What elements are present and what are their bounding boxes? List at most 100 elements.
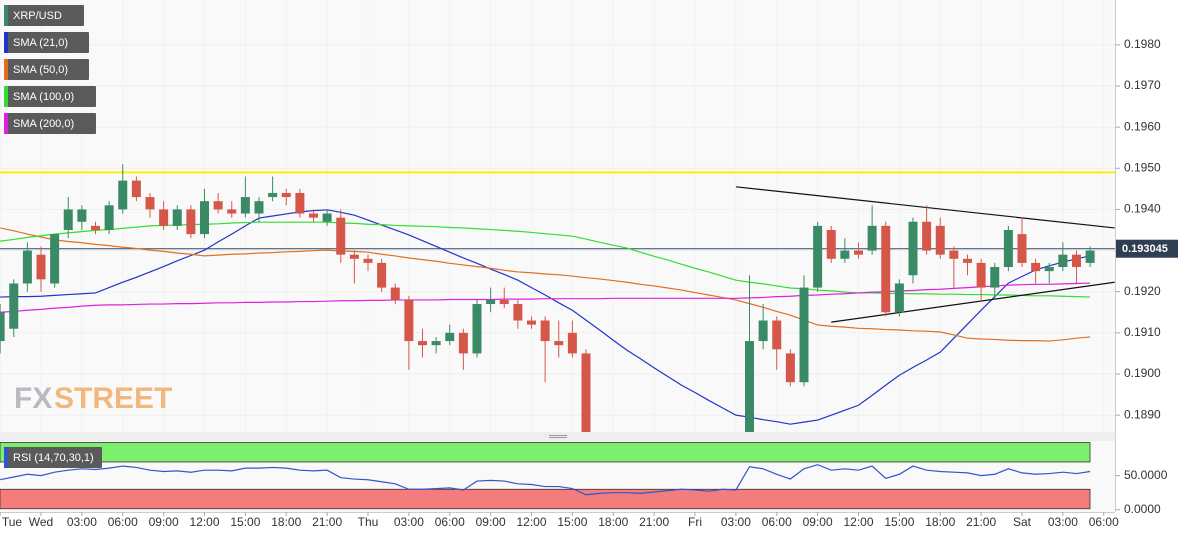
x-tick-label: 21:00: [639, 515, 669, 529]
x-tick-label: 15:00: [884, 515, 914, 529]
sma-line: [0, 282, 1091, 313]
candle-body: [172, 209, 182, 226]
x-tick-label: 09:00: [476, 515, 506, 529]
candle-body: [377, 262, 387, 288]
x-tick-label: Fri: [688, 515, 702, 529]
candle-body: [922, 221, 932, 251]
x-tick-label: 03:00: [394, 515, 424, 529]
candle-body: [581, 353, 591, 432]
candle-body: [281, 192, 291, 198]
legend-entry-label: SMA (21,0): [13, 37, 68, 49]
candle-body: [894, 283, 904, 313]
candle-body: [867, 225, 877, 251]
overbought-band: [0, 442, 1091, 463]
legend-entry-swatch: [4, 86, 8, 107]
candle-body: [935, 225, 945, 255]
rsi-legend-box[interactable]: [4, 447, 102, 468]
candle-body: [799, 287, 809, 383]
x-tick-label: 18:00: [271, 515, 301, 529]
candle-body: [418, 341, 427, 346]
candle-body: [200, 201, 209, 235]
y-tick-label: 0.1980: [1124, 37, 1161, 51]
candle-body: [976, 262, 986, 288]
x-tick-label: 03:00: [67, 515, 97, 529]
candle-body: [0, 312, 5, 342]
candle-body: [527, 320, 536, 325]
x-tick-label: 21:00: [312, 515, 342, 529]
candle-body: [349, 254, 359, 259]
symbol-box[interactable]: [4, 5, 84, 26]
candle-body: [540, 320, 550, 342]
trendline: [831, 281, 1115, 323]
trendline: [735, 186, 1115, 229]
candle-body: [1058, 254, 1068, 268]
x-tick-label: 18:00: [925, 515, 955, 529]
candle-body: [50, 234, 60, 284]
symbol-label: XRP/USD: [13, 10, 62, 22]
candle-body: [554, 341, 564, 346]
legend-entry-box[interactable]: [4, 86, 96, 107]
legend-entry-label: SMA (200,0): [13, 118, 74, 130]
candle-body: [458, 332, 468, 354]
candle-body: [336, 217, 346, 255]
watermark-fx: FX: [14, 382, 52, 415]
candle-body: [9, 283, 19, 329]
candle-body: [949, 250, 959, 259]
candle-body: [745, 341, 754, 432]
x-tick-label: 12:00: [189, 515, 219, 529]
candle-body: [240, 197, 250, 214]
rsi-legend-label: RSI (14,70,30,1): [13, 452, 94, 464]
candle-body: [1031, 262, 1041, 272]
candle-body: [104, 205, 114, 230]
y-tick-label: 0.1910: [1124, 325, 1161, 339]
x-tick-label: 03:00: [1048, 515, 1078, 529]
candle-body: [486, 299, 496, 305]
candle-body: [227, 209, 237, 214]
candle-body: [213, 201, 223, 210]
legend-entry-box[interactable]: [4, 113, 96, 134]
rsi-tick-label: 50.0000: [1124, 468, 1168, 482]
rsi-tick-label: 0.0000: [1124, 502, 1161, 516]
legend-entry-box[interactable]: [4, 32, 89, 53]
candle-body: [309, 213, 318, 218]
candle-body: [1044, 267, 1054, 272]
candle-body: [1072, 254, 1081, 268]
x-tick-label: Wed: [29, 515, 53, 529]
candle-body: [322, 213, 332, 222]
y-tick-label: 0.1960: [1124, 119, 1161, 133]
candle-body: [118, 180, 128, 210]
candle-body: [159, 209, 169, 226]
x-tick-label: 15:00: [557, 515, 587, 529]
candle-body: [567, 332, 577, 354]
candle-body: [963, 258, 972, 263]
candle-body: [77, 209, 87, 222]
x-tick-label: 12:00: [843, 515, 873, 529]
last-price-label: 0.193045: [1122, 243, 1168, 255]
panel-separator[interactable]: [0, 432, 1115, 441]
x-tick-label: 06:00: [762, 515, 792, 529]
candle-body: [445, 332, 455, 342]
candle-body: [758, 320, 768, 342]
candle-body: [145, 197, 155, 210]
x-tick-label: Tue: [2, 515, 23, 529]
rsi-line: [0, 464, 1091, 496]
candle-body: [1003, 229, 1013, 268]
x-tick-label: 18:00: [598, 515, 628, 529]
legend-entry-label: SMA (50,0): [13, 64, 68, 76]
candle-body: [813, 225, 823, 288]
candle-body: [1085, 250, 1095, 263]
candle-body: [91, 225, 100, 230]
candle-body: [826, 229, 836, 259]
y-tick-label: 0.1970: [1124, 78, 1161, 92]
candle-body: [63, 209, 73, 230]
x-tick-label: Thu: [358, 515, 379, 529]
legend-entry-label: SMA (100,0): [13, 91, 74, 103]
legend-entry-box[interactable]: [4, 59, 89, 80]
candle-body: [363, 258, 373, 263]
x-tick-label: 06:00: [1089, 515, 1119, 529]
legend-entry-swatch: [4, 32, 8, 53]
legend-entry-swatch: [4, 113, 8, 134]
separator-handle: [549, 435, 567, 438]
y-tick-label: 0.1940: [1124, 202, 1161, 216]
sma-line: [0, 221, 1091, 298]
